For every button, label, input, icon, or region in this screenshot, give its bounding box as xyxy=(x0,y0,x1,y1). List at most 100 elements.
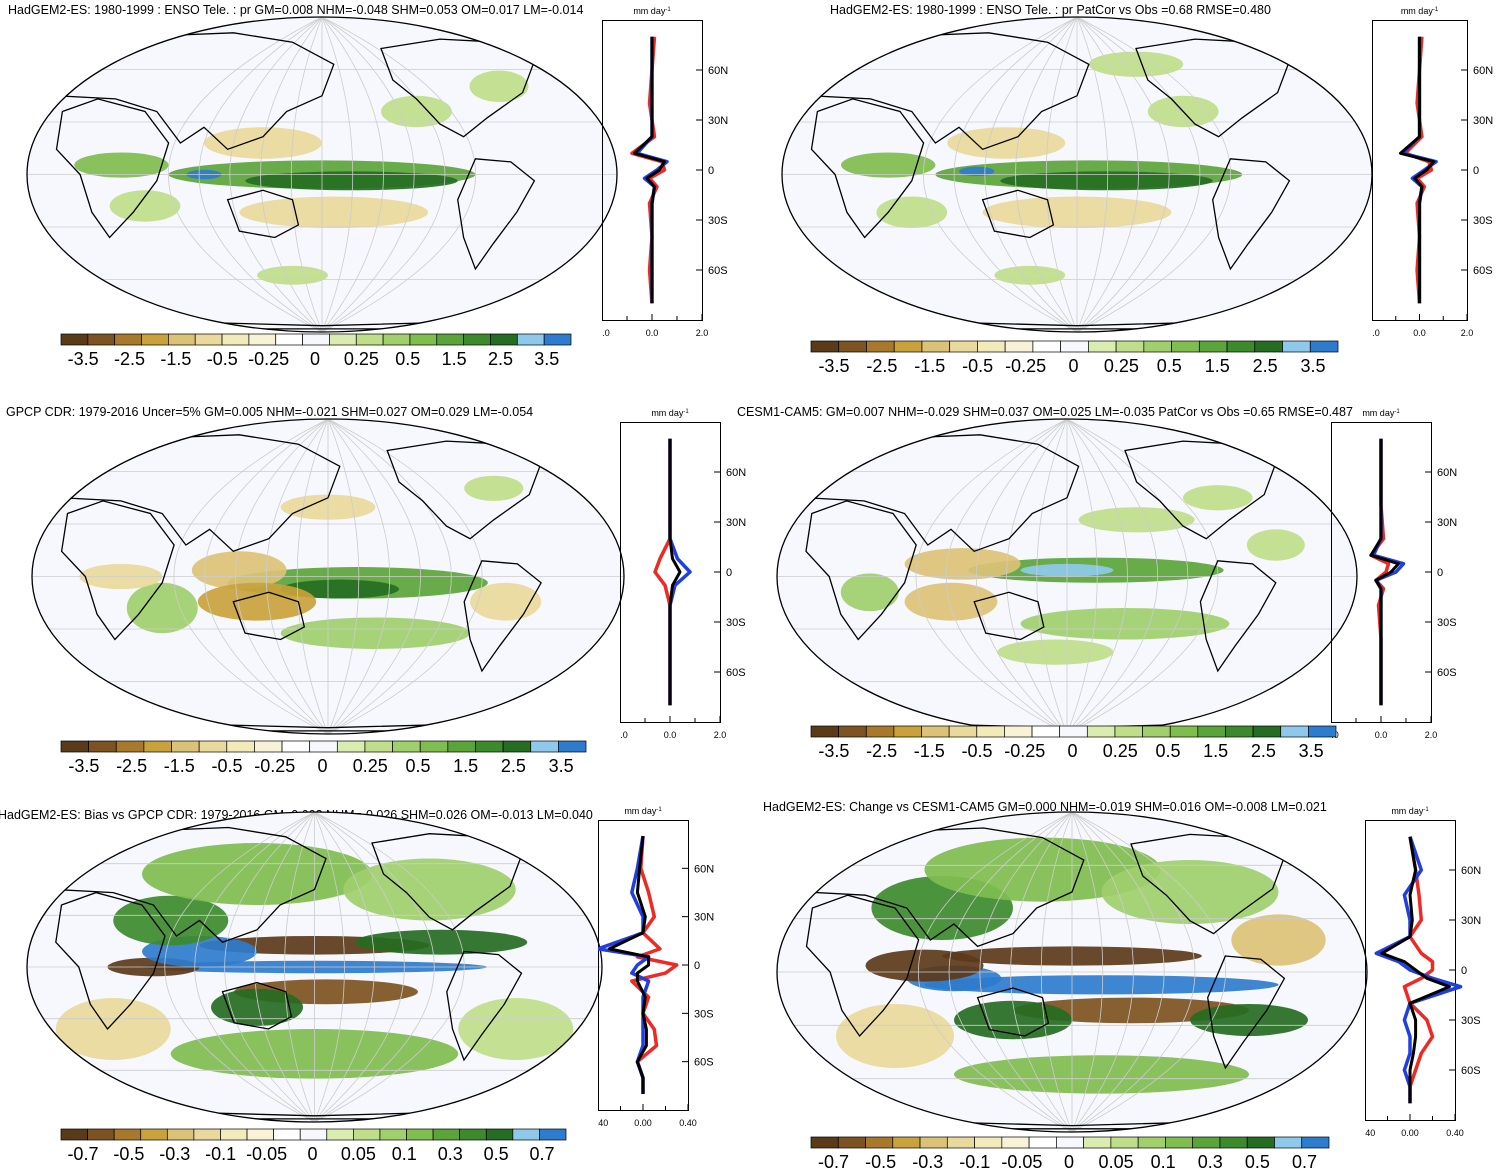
anomaly-region xyxy=(959,166,995,177)
colorbar-swatch xyxy=(502,740,532,753)
colorbar-label: -3.5 xyxy=(67,349,99,369)
colorbar-label: -3.5 xyxy=(818,741,850,761)
anomaly-region xyxy=(1020,608,1230,640)
zonal-series-blue xyxy=(598,835,651,1094)
colorbar-swatch xyxy=(114,333,142,346)
colorbar-label: 0 xyxy=(317,756,328,776)
graticule-line xyxy=(327,419,452,734)
map-border xyxy=(776,811,1368,1133)
colorbar-swatch xyxy=(1001,1136,1030,1149)
coastline xyxy=(1212,158,1291,271)
colorbar-swatch xyxy=(220,1128,248,1141)
colorbar-swatch xyxy=(1032,340,1061,353)
coastline xyxy=(60,500,175,641)
y-tick-label: 0 xyxy=(1473,165,1479,177)
x-tick-label: 0.00 xyxy=(634,1118,652,1128)
graticule-line xyxy=(314,812,465,1122)
y-tick-label: 60N xyxy=(694,863,714,875)
colorbar xyxy=(60,740,587,753)
colorbar-swatch xyxy=(87,1128,115,1141)
zonal-unit-label: mm day-1 xyxy=(1401,6,1439,16)
graticule-line xyxy=(327,419,421,734)
colorbar-swatch xyxy=(141,333,169,346)
graticule-line xyxy=(235,419,329,734)
colorbar-swatch xyxy=(893,340,923,353)
anomaly-region xyxy=(1088,51,1184,77)
y-tick-label: 0 xyxy=(708,165,714,177)
colorbar-swatch xyxy=(353,1128,381,1141)
y-tick-label: 60N xyxy=(1437,467,1457,479)
colorbar-swatch xyxy=(1192,1136,1221,1149)
graticule-line xyxy=(321,17,384,332)
graticule-line xyxy=(1010,812,1073,1132)
anomaly-region xyxy=(947,127,1066,159)
zonal-mean-plot: mm day-1 60N 30N 0 30S 60S -0.40 0.00 0.40 xyxy=(598,806,714,1128)
x-tick-label: 2.0 xyxy=(1425,730,1438,740)
colorbar-label: 0.3 xyxy=(1197,1152,1223,1172)
colorbar-swatch xyxy=(948,725,978,738)
colorbar-swatch xyxy=(1142,725,1171,738)
x-tick-label: 0.0 xyxy=(1413,328,1426,338)
x-tick-label: 0.40 xyxy=(1446,1128,1464,1138)
colorbar-swatch xyxy=(336,740,366,753)
map-border xyxy=(31,418,625,735)
colorbar-swatch xyxy=(516,333,545,346)
anomaly-region xyxy=(239,196,429,229)
graticule-line xyxy=(321,17,446,332)
graticule-line xyxy=(327,419,391,734)
colorbar-swatch xyxy=(60,333,89,346)
colorbar-label: -0.3 xyxy=(912,1152,944,1172)
y-tick-label: 60S xyxy=(1461,1065,1481,1077)
zonal-mean-plot: mm day-1 60N 30N 0 30S 60S -2.0 0.0 2.0 xyxy=(620,408,746,740)
graticule-line xyxy=(1076,17,1170,332)
colorbar-swatch xyxy=(60,740,89,753)
graticule-line xyxy=(984,17,1078,332)
anomaly-region xyxy=(840,573,899,612)
colorbar-swatch xyxy=(1252,725,1282,738)
colorbar-label: 0 xyxy=(1067,741,1078,761)
graticule-line xyxy=(290,17,323,332)
colorbar-swatch xyxy=(1308,725,1337,738)
zonal-frame xyxy=(1372,20,1468,321)
colorbar-label: 0.5 xyxy=(405,756,431,776)
graticule-line xyxy=(260,17,323,332)
graticule-line xyxy=(976,419,1068,734)
colorbar-swatch xyxy=(140,1128,168,1141)
colorbar-swatch xyxy=(838,340,867,353)
graticule-line xyxy=(1066,419,1219,734)
graticule-line xyxy=(229,17,323,332)
y-tick-label: 30N xyxy=(1437,517,1457,529)
coastline xyxy=(805,500,917,641)
anomaly-region xyxy=(191,551,287,590)
colorbar-swatch xyxy=(921,725,950,738)
colorbar-label: -0.1 xyxy=(959,1152,991,1172)
colorbar-swatch xyxy=(60,1128,88,1141)
graticule-line xyxy=(1076,17,1232,332)
colorbar-swatch xyxy=(198,740,228,753)
panel-bias-vs-gpcp: HadGEM2-ES: Bias vs GPCP CDR: 1979-2016 … xyxy=(0,790,740,1167)
colorbar-swatch xyxy=(1274,1136,1303,1149)
graticule-line xyxy=(953,17,1078,332)
colorbar-label: 0.7 xyxy=(529,1144,555,1164)
colorbar-swatch xyxy=(919,1136,948,1149)
graticule-line xyxy=(265,419,329,734)
y-tick-label: 30S xyxy=(726,617,746,629)
coastline xyxy=(232,591,306,641)
colorbar-swatch xyxy=(1083,1136,1112,1149)
y-tick-label: 30N xyxy=(1461,915,1481,927)
graticule-line xyxy=(321,17,415,332)
y-tick-label: 60S xyxy=(1437,667,1457,679)
anomaly-region xyxy=(126,582,198,634)
colorbar-swatch xyxy=(976,725,1005,738)
zonal-unit-exponent: -1 xyxy=(1394,409,1400,415)
colorbar-swatch xyxy=(459,1128,487,1141)
colorbar-swatch xyxy=(1088,340,1117,353)
colorbar-labels: -3.5 -2.5 -1.5 -0.5 -0.25 0 0.25 0.5 1.5 2.5 3.5 xyxy=(60,349,570,373)
colorbar-label: 3.5 xyxy=(548,756,574,776)
anomaly-region xyxy=(865,949,984,982)
colorbar-swatch xyxy=(1165,1136,1194,1149)
colorbar-label: 3.5 xyxy=(534,349,560,369)
colorbar-label: 2.5 xyxy=(487,349,513,369)
colorbar-label: 0 xyxy=(1063,1152,1075,1172)
colorbar-swatch xyxy=(115,740,145,753)
